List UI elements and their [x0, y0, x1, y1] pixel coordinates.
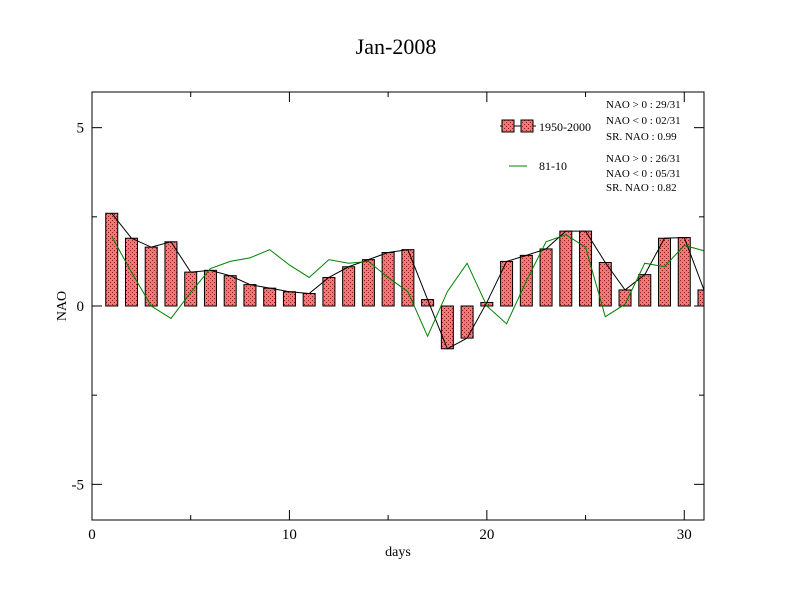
x-axis-label: days: [385, 545, 411, 560]
legend-label-81-10: 81-10: [539, 159, 567, 173]
plot-area: [105, 212, 705, 350]
x-tick-label-10: 10: [282, 527, 297, 543]
bar-day-7: [223, 275, 237, 307]
y-tick-label-5: 5: [77, 121, 85, 137]
bar-day-1: [105, 212, 119, 307]
bar-day-10: [282, 291, 296, 307]
bar-day-25: [579, 230, 593, 307]
series-line-81-10: [111, 234, 705, 338]
stat-1950-2000-ratio: SR. NAO : 0.99: [606, 131, 677, 143]
legend-label-1950-2000: 1950-2000: [539, 120, 591, 134]
stat-81-10-ratio: SR. NAO : 0.82: [606, 182, 677, 194]
bar-day-9: [263, 287, 277, 307]
x-tick-label-0: 0: [88, 527, 96, 543]
x-tick-label-30: 30: [677, 527, 692, 543]
bar-day-6: [203, 269, 217, 307]
bar-day-13: [342, 266, 356, 307]
y-axis-label: NAO: [55, 291, 70, 321]
bar-day-29: [658, 237, 672, 307]
bar-day-31: [697, 289, 705, 307]
stat-81-10-negative: NAO < 0 : 05/31: [606, 168, 681, 180]
axis-ticks: 0 10 20 30 5 0 -5: [72, 92, 704, 543]
stat-1950-2000-negative: NAO < 0 : 02/31: [606, 115, 681, 127]
bar-day-3: [144, 246, 158, 307]
y-tick-label-0: 0: [77, 299, 85, 315]
bar-day-23: [539, 248, 553, 307]
bar-day-15: [381, 252, 395, 307]
legend-bar-swatch-left: [501, 119, 515, 133]
stat-1950-2000-positive: NAO > 0 : 29/31: [606, 99, 681, 111]
x-tick-label-20: 20: [479, 527, 494, 543]
bar-day-5: [184, 271, 198, 307]
legend-bar-swatch-right: [520, 119, 534, 133]
bar-day-21: [500, 260, 514, 307]
y-tick-label--5: -5: [72, 477, 85, 493]
bar-day-24: [559, 230, 573, 307]
stat-81-10-positive: NAO > 0 : 26/31: [606, 153, 681, 165]
bar-day-8: [243, 284, 257, 307]
bar-day-12: [322, 276, 336, 307]
legend: 1950-2000 81-10 NAO > 0 : 29/31 NAO < 0 …: [500, 99, 681, 194]
bar-day-28: [638, 274, 652, 307]
chart-title: Jan-2008: [356, 34, 437, 59]
bar-day-4: [164, 241, 178, 307]
bar-day-18: [440, 305, 454, 350]
series-line-1950-2000: [111, 212, 705, 350]
bar-day-16: [401, 249, 415, 307]
bar-day-14: [361, 259, 375, 307]
bar-day-19: [460, 305, 474, 339]
bar-day-11: [302, 293, 316, 307]
